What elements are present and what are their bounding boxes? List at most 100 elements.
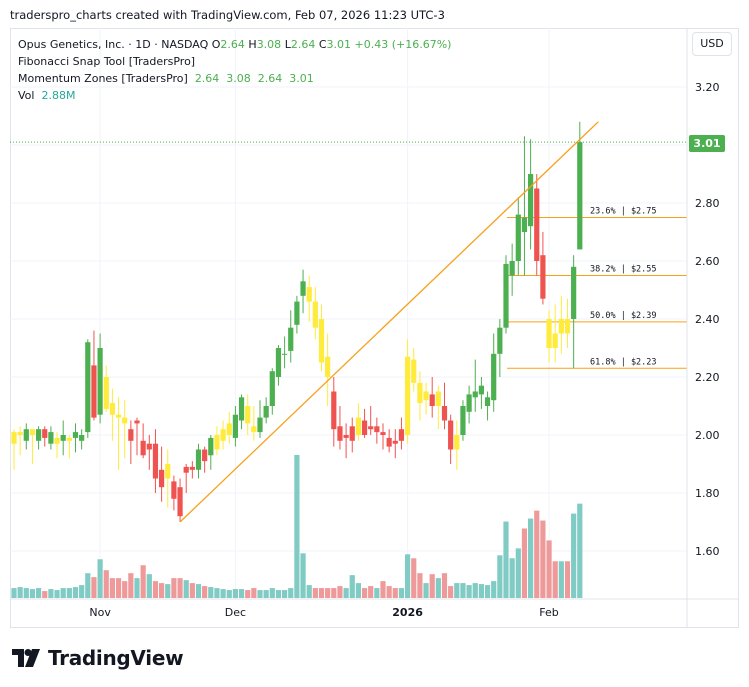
volume-bar bbox=[115, 578, 122, 598]
volume-bar bbox=[91, 577, 97, 598]
candle-body bbox=[214, 435, 220, 450]
volume-bar bbox=[134, 578, 140, 598]
candle-body bbox=[115, 414, 122, 418]
volume-bar bbox=[183, 580, 189, 598]
volume-bar bbox=[374, 588, 380, 598]
candle-body bbox=[361, 420, 368, 435]
y-tick-label: 3.20 bbox=[695, 81, 720, 94]
candle-body bbox=[208, 437, 214, 456]
candle bbox=[454, 420, 460, 470]
candle bbox=[165, 449, 171, 508]
volume-bar bbox=[165, 584, 171, 598]
volume-bar bbox=[66, 588, 72, 598]
candle-body bbox=[497, 327, 503, 354]
candle bbox=[497, 319, 503, 377]
candle bbox=[220, 420, 226, 450]
candle bbox=[417, 371, 423, 421]
candle bbox=[484, 391, 491, 421]
candle-body bbox=[484, 397, 491, 406]
candle-body bbox=[140, 440, 146, 456]
volume-bar bbox=[368, 586, 374, 598]
tradingview-brand[interactable]: TradingView bbox=[12, 646, 184, 670]
candle bbox=[183, 464, 189, 493]
symbol-title[interactable]: Opus Genetics, Inc. · 1D · NASDAQ bbox=[18, 38, 209, 51]
candle-body bbox=[232, 414, 238, 438]
candle bbox=[300, 269, 306, 314]
candle bbox=[177, 478, 183, 522]
candle-body bbox=[405, 356, 411, 435]
volume-bar bbox=[417, 573, 423, 598]
candle bbox=[288, 310, 294, 363]
candle-body bbox=[509, 261, 515, 276]
volume-bar bbox=[245, 590, 251, 598]
candle bbox=[435, 385, 441, 430]
high-label: H bbox=[248, 38, 257, 51]
low-label: L bbox=[284, 38, 291, 51]
legend-volume-row[interactable]: Vol 2.88M bbox=[18, 87, 451, 104]
candle-body bbox=[571, 266, 577, 319]
candle bbox=[214, 426, 220, 456]
volume-bar bbox=[528, 518, 534, 598]
candle bbox=[423, 382, 429, 415]
volume-bar bbox=[17, 587, 23, 598]
volume-bar bbox=[288, 588, 294, 598]
candle-body bbox=[66, 437, 72, 441]
candle bbox=[478, 377, 484, 409]
candle bbox=[318, 304, 325, 372]
candle bbox=[466, 385, 472, 424]
candle-body bbox=[146, 443, 152, 450]
brand-name: TradingView bbox=[48, 646, 184, 670]
candle-body bbox=[423, 391, 429, 401]
volume-bar bbox=[398, 588, 405, 598]
x-tick-label: 2026 bbox=[392, 606, 423, 619]
candle-body bbox=[411, 359, 417, 383]
close-label: C bbox=[318, 38, 327, 51]
candle-body bbox=[263, 406, 269, 418]
candle-body bbox=[466, 394, 472, 412]
volume-bar bbox=[429, 574, 435, 598]
volume-bar bbox=[497, 555, 503, 598]
candle bbox=[503, 255, 509, 334]
candle-body bbox=[183, 466, 189, 473]
legend-momentum-row[interactable]: Momentum Zones [TradersPro] 2.64 3.08 2.… bbox=[18, 70, 451, 87]
candle-body bbox=[159, 469, 165, 488]
candle-body bbox=[374, 426, 380, 433]
volume-bar bbox=[448, 586, 454, 598]
axes: 3.203.002.802.602.402.202.001.801.60NovD… bbox=[10, 28, 739, 628]
candle bbox=[42, 426, 48, 447]
volume-bar bbox=[306, 585, 312, 598]
last-price-label: 3.01 bbox=[689, 135, 725, 152]
grid-lines bbox=[10, 28, 687, 599]
candle-body bbox=[152, 443, 159, 479]
candle bbox=[238, 394, 245, 430]
candle bbox=[294, 295, 300, 334]
candle bbox=[577, 121, 583, 250]
volume-bar bbox=[36, 588, 42, 598]
volume-bar bbox=[79, 585, 85, 598]
candle-body bbox=[398, 429, 405, 441]
volume-bar bbox=[85, 573, 91, 598]
candle-body bbox=[134, 420, 140, 424]
candle bbox=[552, 304, 558, 363]
y-tick-label: 2.40 bbox=[695, 313, 720, 326]
candle-body bbox=[540, 255, 546, 299]
currency-button[interactable]: USD bbox=[692, 32, 732, 56]
candle-body bbox=[189, 466, 195, 470]
candle bbox=[85, 339, 91, 438]
volume-bar bbox=[109, 578, 115, 598]
candle bbox=[54, 432, 60, 459]
candle-body bbox=[454, 435, 460, 450]
volume-bar bbox=[355, 583, 361, 598]
legend-fib-tool[interactable]: Fibonacci Snap Tool [TradersPro] bbox=[18, 55, 196, 68]
volume-bar bbox=[171, 578, 177, 598]
volume-bar bbox=[571, 513, 577, 598]
candle bbox=[263, 397, 269, 424]
candle bbox=[146, 435, 152, 470]
candle bbox=[189, 461, 195, 479]
volume-bar bbox=[72, 587, 79, 598]
candle bbox=[208, 435, 214, 470]
candle bbox=[472, 359, 478, 412]
candle-body bbox=[48, 432, 54, 444]
volume-bar bbox=[472, 583, 478, 598]
